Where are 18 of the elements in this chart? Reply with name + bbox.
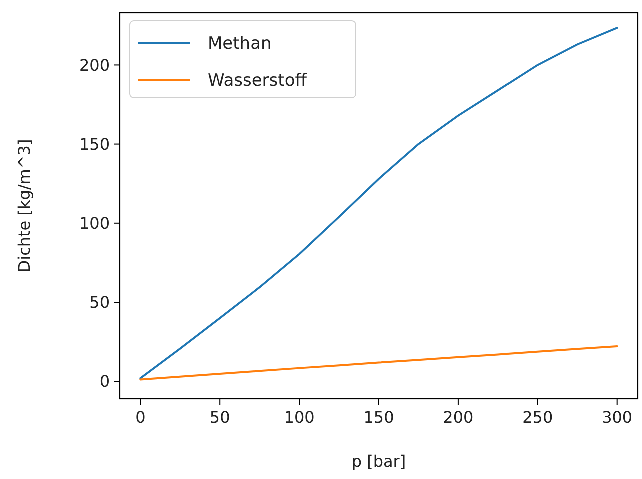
legend-label: Wasserstoff: [208, 70, 308, 91]
y-tick-label: 200: [79, 56, 110, 75]
line-series: [140, 345, 618, 381]
x-axis-title: p [bar]: [352, 452, 406, 471]
x-tick-label: 0: [136, 408, 146, 427]
y-axis-title: Dichte [kg/m^3]: [15, 139, 34, 273]
y-tick-label: 50: [90, 293, 110, 312]
x-tick-label: 50: [210, 408, 230, 427]
x-tick-label: 100: [284, 408, 315, 427]
x-tick-label: 250: [522, 408, 554, 427]
y-tick-label: 0: [100, 372, 110, 392]
x-tick-label: 300: [602, 408, 633, 427]
y-tick-label: 150: [79, 134, 110, 154]
legend-label: Methan: [208, 34, 272, 54]
x-tick-label: 200: [443, 408, 474, 427]
x-tick-label: 150: [364, 408, 394, 427]
y-tick-label: 100: [79, 214, 110, 233]
line-series: [140, 27, 618, 380]
